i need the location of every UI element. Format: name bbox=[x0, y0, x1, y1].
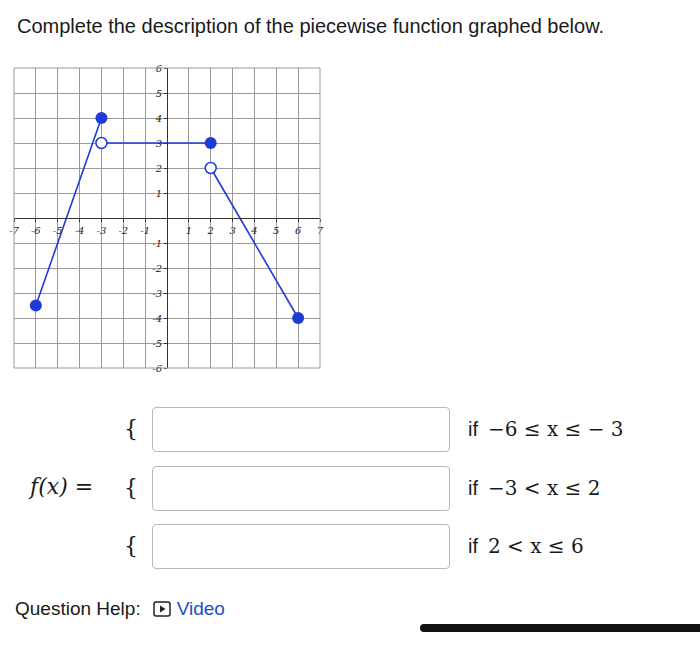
html-text:if: if bbox=[468, 535, 478, 557]
html-text:2 < x ≤ 6: 2 < x ≤ 6 bbox=[488, 534, 584, 558]
svg-text:-6: -6 bbox=[31, 225, 41, 236]
svg-text:-5: -5 bbox=[53, 225, 63, 236]
html-text:Complete the description of th: Complete the description of the piecewis… bbox=[17, 15, 604, 37]
svg-text:1: 1 bbox=[186, 225, 192, 236]
svg-text:4: 4 bbox=[250, 225, 257, 236]
svg-text:1: 1 bbox=[156, 188, 162, 199]
svg-text:2: 2 bbox=[155, 163, 162, 174]
svg-text:-5: -5 bbox=[152, 338, 162, 349]
svg-text:4: 4 bbox=[155, 113, 162, 124]
svg-text:6: 6 bbox=[295, 225, 302, 236]
svg-text:5: 5 bbox=[273, 225, 279, 236]
html-text:Question Help:: Question Help: bbox=[15, 598, 141, 619]
html-text:−3 < x ≤ 2: −3 < x ≤ 2 bbox=[488, 476, 601, 500]
svg-text:5: 5 bbox=[156, 88, 162, 99]
svg-text:-2: -2 bbox=[152, 263, 162, 274]
html-text:−6 ≤ x ≤ − 3: −6 ≤ x ≤ − 3 bbox=[488, 417, 624, 441]
svg-text:-1: -1 bbox=[152, 238, 162, 249]
svg-text:-6: -6 bbox=[152, 363, 162, 374]
html-text:if: if bbox=[468, 418, 478, 440]
svg-text:6: 6 bbox=[156, 63, 163, 74]
svg-text:-2: -2 bbox=[118, 225, 128, 236]
svg-text:2: 2 bbox=[207, 225, 214, 236]
html-text:Video: Video bbox=[176, 598, 225, 619]
svg-text:3: 3 bbox=[229, 225, 235, 236]
svg-text:-1: -1 bbox=[140, 225, 150, 236]
svg-text:3: 3 bbox=[156, 138, 162, 149]
svg-text:-4: -4 bbox=[75, 225, 85, 236]
svg-text:-7: -7 bbox=[9, 225, 19, 236]
svg-text:-3: -3 bbox=[152, 288, 162, 299]
html-text:if: if bbox=[468, 477, 478, 499]
svg-text:-4: -4 bbox=[152, 313, 162, 324]
html-text:f(x) =: f(x) = bbox=[30, 474, 94, 499]
svg-text:7: 7 bbox=[317, 225, 324, 236]
svg-text:-3: -3 bbox=[97, 225, 107, 236]
